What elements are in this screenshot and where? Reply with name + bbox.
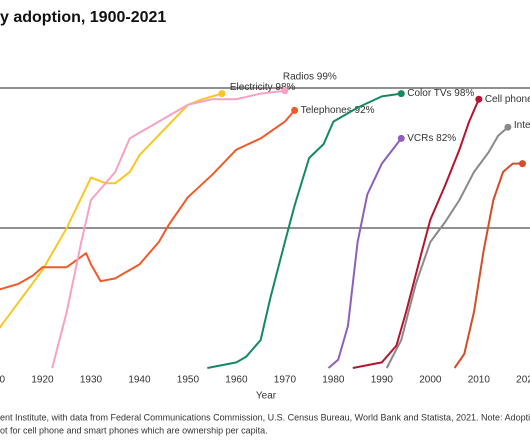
series-label: Telephones 92% [301,105,375,116]
series-label: VCRs 82% [407,133,456,144]
series-line [207,92,402,369]
source-note: ot for cell phone and smart phones which… [0,425,268,435]
end-dot [504,123,512,131]
x-tick-label: 1920 [31,375,54,386]
x-tick-label: 1960 [225,375,248,386]
x-tick-label: 1910 [0,375,6,386]
series-label: Radios 99% [283,71,337,82]
x-tick-label: 2000 [419,375,442,386]
x-tick-label: 1990 [371,375,394,386]
x-tick-label: 1930 [80,375,103,386]
series-line [385,126,509,369]
source-note: ent Institute, with data from Federal Co… [0,412,530,422]
end-dot [281,87,289,95]
series-line [0,109,296,291]
x-tick-label: 1950 [177,375,200,386]
end-dot [397,134,405,142]
series-line [0,92,223,329]
series-label: Color TVs 98% [407,88,474,99]
x-tick-label: 1980 [322,375,345,386]
end-dot [518,160,526,168]
series-line [352,98,480,369]
series-line [327,137,403,369]
series-label: Inte [514,120,530,131]
series-line [51,89,286,369]
chart-title: y adoption, 1900-2021 [0,9,166,26]
end-dot [397,90,405,98]
x-tick-label: 2020 [516,375,530,386]
x-tick-label: 2010 [468,375,491,386]
end-dot [218,90,226,98]
series-label: Cell phone [485,94,530,105]
end-dot [475,95,483,103]
x-tick-label: 1970 [274,375,297,386]
end-dot [291,106,299,114]
series-label: Electricity 98% [230,82,296,93]
x-tick-label: 1940 [128,375,151,386]
x-axis-label: Year [256,391,277,402]
series-line [453,162,523,369]
